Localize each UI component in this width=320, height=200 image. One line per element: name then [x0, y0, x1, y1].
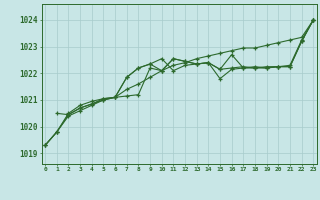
Text: Graphe pression niveau de la mer (hPa): Graphe pression niveau de la mer (hPa) — [41, 183, 279, 193]
